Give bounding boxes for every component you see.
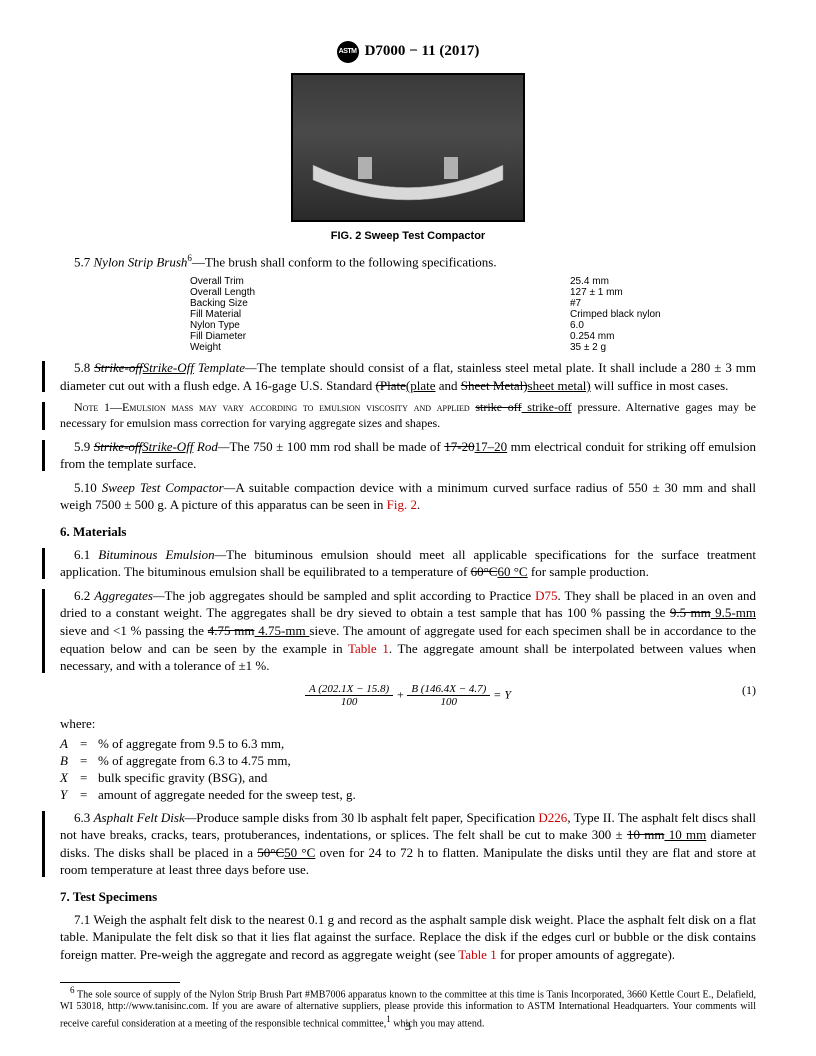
d75-link[interactable]: D75 (535, 588, 557, 603)
spec-value: 35 ± 2 g (570, 342, 606, 353)
spec-row: Fill MaterialCrimped black nylon (190, 309, 756, 320)
brush-spec-table: Overall Trim25.4 mmOverall Length127 ± 1… (190, 276, 756, 353)
section-6-3: 6.3 Asphalt Felt Disk—Produce sample dis… (60, 809, 756, 879)
spec-value: Crimped black nylon (570, 309, 661, 320)
figure-2: FIG. 2 Sweep Test Compactor (60, 73, 756, 242)
section-7-1: 7.1 Weigh the asphalt felt disk to the n… (60, 911, 756, 964)
spec-row: Fill Diameter0.254 mm (190, 331, 756, 342)
footnote-rule (60, 982, 180, 983)
note-1: Note 1—Emulsion mass may vary according … (60, 400, 756, 431)
section-6-heading: 6. Materials (60, 524, 756, 540)
page-number: 3 (0, 1019, 816, 1034)
astm-logo-icon: ASTM (337, 41, 359, 63)
equation-1: A (202.1X − 15.8)100 + B (146.4X − 4.7)1… (60, 683, 756, 708)
standard-number: D7000 − 11 (2017) (365, 43, 480, 60)
where-row: A=% of aggregate from 9.5 to 6.3 mm, (60, 736, 756, 752)
figure-2-caption: FIG. 2 Sweep Test Compactor (60, 230, 756, 242)
where-row: Y=amount of aggregate needed for the swe… (60, 787, 756, 803)
d226-link[interactable]: D226 (538, 810, 567, 825)
section-5-10: 5.10 Sweep Test Compactor—A suitable com… (60, 479, 756, 514)
spec-value: 6.0 (570, 320, 584, 331)
section-6-1: 6.1 Bituminous Emulsion—The bituminous e… (60, 546, 756, 581)
where-row: B=% of aggregate from 6.3 to 4.75 mm, (60, 753, 756, 769)
spec-row: Overall Length127 ± 1 mm (190, 287, 756, 298)
spec-row: Backing Size#7 (190, 298, 756, 309)
spec-label: Backing Size (190, 298, 570, 309)
spec-row: Weight35 ± 2 g (190, 342, 756, 353)
spec-value: #7 (570, 298, 581, 309)
spec-label: Fill Diameter (190, 331, 570, 342)
spec-label: Nylon Type (190, 320, 570, 331)
where-list: A=% of aggregate from 9.5 to 6.3 mm,B=% … (60, 736, 756, 803)
section-5-8: 5.8 Strike-offStrike-Off Template—The te… (60, 359, 756, 394)
spec-value: 127 ± 1 mm (570, 287, 623, 298)
page-header: ASTM D7000 − 11 (2017) (60, 40, 756, 63)
section-7-heading: 7. Test Specimens (60, 889, 756, 905)
equation-number: (1) (742, 683, 756, 698)
figure-2-image (291, 73, 525, 222)
section-5-7: 5.7 Nylon Strip Brush6—The brush shall c… (60, 252, 756, 271)
table1-link[interactable]: Table 1 (348, 641, 389, 656)
spec-label: Weight (190, 342, 570, 353)
spec-label: Fill Material (190, 309, 570, 320)
spec-row: Overall Trim25.4 mm (190, 276, 756, 287)
fig2-link[interactable]: Fig. 2 (387, 497, 417, 512)
table1-link-2[interactable]: Table 1 (458, 947, 496, 962)
section-6-2: 6.2 Aggregates—The job aggregates should… (60, 587, 756, 675)
spec-value: 25.4 mm (570, 276, 609, 287)
where-row: X=bulk specific gravity (BSG), and (60, 770, 756, 786)
spec-label: Overall Length (190, 287, 570, 298)
spec-label: Overall Trim (190, 276, 570, 287)
where-label: where: (60, 716, 756, 732)
spec-value: 0.254 mm (570, 331, 614, 342)
section-5-9: 5.9 Strike-offStrike-Off Rod—The 750 ± 1… (60, 438, 756, 473)
spec-row: Nylon Type6.0 (190, 320, 756, 331)
